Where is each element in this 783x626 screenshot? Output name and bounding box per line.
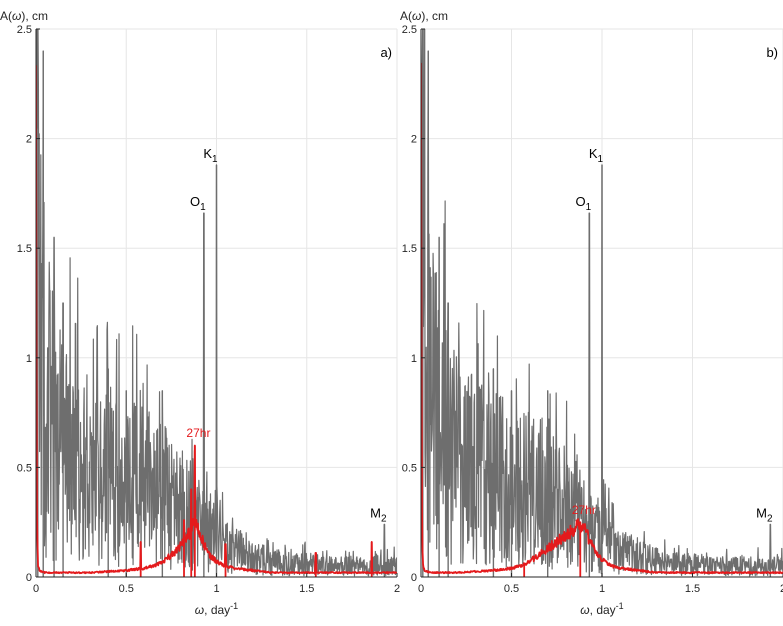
x-tick-label: 0 [33,583,39,595]
x-tick-label: 1 [599,583,605,595]
peak-label: M2 [370,505,387,524]
peak-label: K1 [203,146,218,165]
panel-label: a) [380,45,392,60]
y-tick-label: 2 [26,134,32,146]
panel-a: 0 0.5 1 1.5 2 0 0.5 1 1.5 2 2.5A(ω), cm ω, day-1 a) O… [0,9,400,617]
panel-b: 0 0.5 1 1.5 2 0 0.5 1 1.5 2 2.5A(ω), cm ω, day-1 b) O… [400,9,783,617]
y-tick-label: 1.5 [17,243,32,255]
x-axis-label: ω, day-1 [580,601,623,617]
peak-27hr-label: 27hr [572,503,596,517]
red-spectrum-series [36,65,397,575]
x-tick-label: 2 [780,583,783,595]
y-tick-label: 2.5 [402,24,417,36]
panel-label: b) [766,45,778,60]
x-tick-label: 2 [394,583,400,595]
y-axis-label: A(ω), cm [0,9,48,23]
y-tick-label: 0.5 [402,462,417,474]
x-tick-label: 0 [418,583,424,595]
red-spectrum-series [421,62,783,575]
y-axis-label: A(ω), cm [400,9,448,23]
gray-spectrum-series [36,29,397,577]
peak-label: O1 [190,194,206,213]
peak-label: M2 [756,505,773,524]
y-tick-label: 1.5 [402,243,417,255]
y-tick-label: 2.5 [17,24,32,36]
y-tick-label: 2 [411,134,417,146]
x-tick-label: 0.5 [119,583,134,595]
y-tick-label: 0 [26,572,32,584]
x-tick-label: 1 [213,583,219,595]
y-tick-label: 1 [26,353,32,365]
y-tick-label: 0 [411,572,417,584]
x-tick-label: 1.5 [299,583,314,595]
peak-label: K1 [589,146,604,165]
peak-27hr-label: 27hr [186,426,210,440]
y-tick-label: 0.5 [17,462,32,474]
plot-area [36,29,397,577]
x-axis-label: ω, day-1 [195,601,238,617]
y-tick-label: 1 [411,353,417,365]
plot-area [421,29,783,577]
gray-spectrum-series [421,29,783,577]
peak-label: O1 [575,194,591,213]
x-tick-label: 1.5 [685,583,700,595]
x-tick-label: 0.5 [504,583,519,595]
